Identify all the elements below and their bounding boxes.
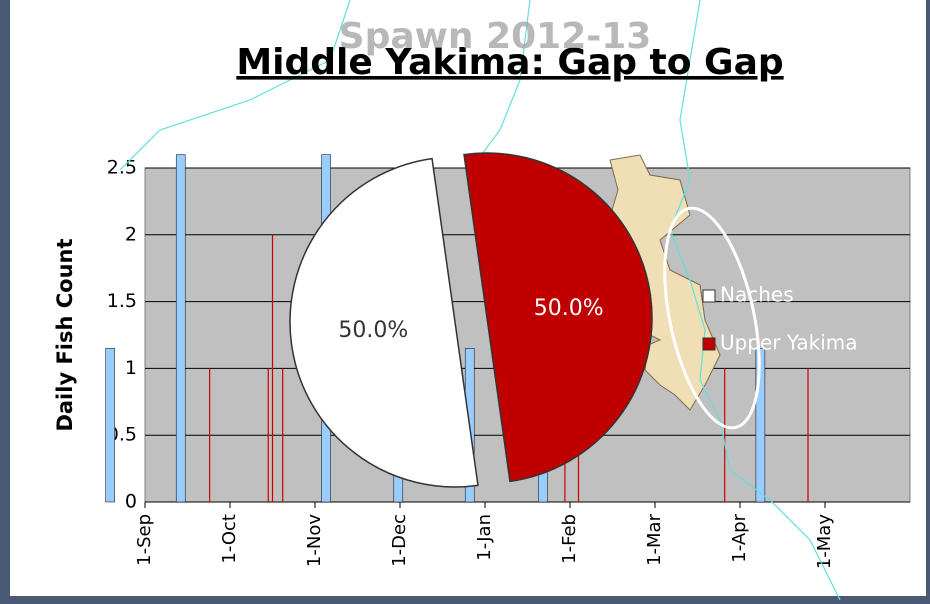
legend-label: Naches [720,283,794,307]
bar [755,348,766,503]
river [119,0,351,171]
pie-chart: 50.0% Naches 50.0% Upper Yakima [289,152,858,488]
legend-swatch [702,289,716,303]
bar [105,348,115,503]
y-tick-label: 1 [125,357,137,379]
x-tick-label: 1-Sep [134,514,155,566]
y-axis-label: Daily Fish Count [53,238,77,431]
x-tick-label: 1-May [814,514,835,570]
y-tick-label: 2 [125,223,137,245]
river [669,0,841,601]
pie-value-label: 50.0% [534,296,604,321]
bar [577,435,580,502]
x-tick-label: 1-Oct [219,514,240,564]
bar [282,368,284,502]
bar [807,368,809,502]
river [469,0,531,171]
highlight-ellipse [663,206,761,430]
bar [267,368,269,502]
map [119,0,841,601]
x-tick-label: 1-Apr [729,513,750,562]
legend-label: Upper Yakima [720,331,858,355]
x-tick-label: 1-Jan [474,514,495,561]
bar [271,234,274,503]
pie-value-label: 50.0% [338,318,408,343]
chart-title: Middle Yakima: Gap to Gap [236,42,783,83]
pie-slice [289,157,479,488]
y-tick-label: 1.5 [107,290,137,312]
bar [209,368,211,502]
y-tick-label: 0 [125,491,137,513]
x-tick-label: 1-Dec [389,514,410,567]
x-tick-label: 1-Feb [559,514,580,564]
bar [175,154,186,503]
overlay-text: Spawn 2012-13 [339,16,652,57]
legend-swatch [702,337,716,351]
x-tick-label: 1-Nov [304,514,325,567]
x-tick-label: 1-Mar [644,513,665,566]
pie-slice [463,152,653,483]
bar [724,368,726,502]
